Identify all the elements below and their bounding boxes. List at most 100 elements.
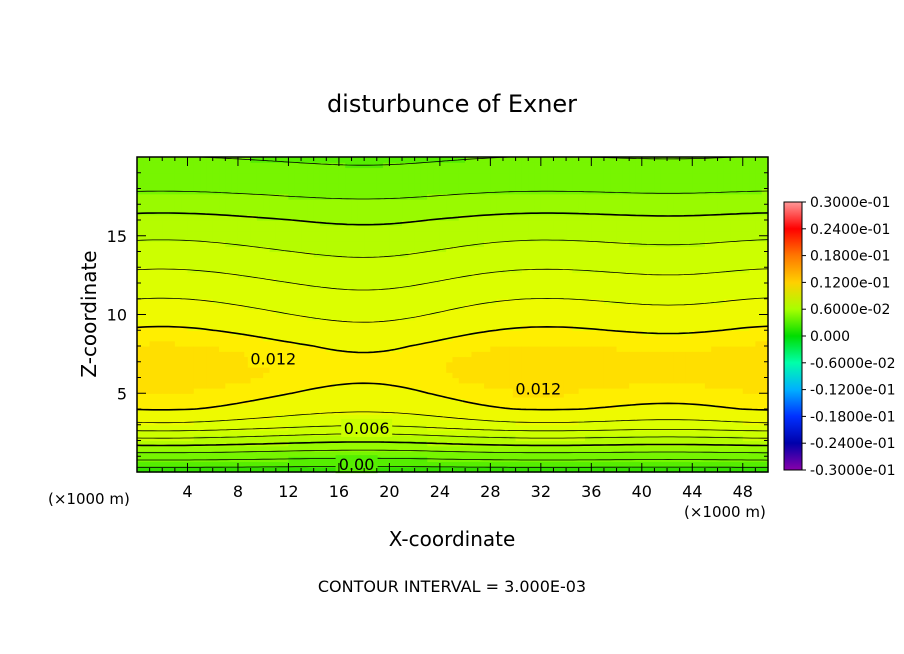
field-cell	[534, 220, 542, 226]
field-cell	[603, 277, 611, 284]
field-cell	[212, 262, 220, 268]
field-cell	[616, 419, 624, 426]
field-cell	[591, 456, 599, 463]
field-cell	[250, 256, 258, 263]
field-cell	[370, 445, 378, 452]
field-cell	[155, 172, 163, 179]
field-cell	[206, 267, 214, 274]
field-cell	[471, 445, 479, 452]
field-cell	[509, 157, 517, 163]
field-cell	[288, 272, 296, 279]
field-cell	[502, 330, 510, 337]
field-cell	[263, 409, 271, 415]
field-cell	[528, 293, 536, 300]
field-cell	[187, 304, 195, 310]
field-cell	[200, 267, 208, 274]
field-cell	[578, 456, 586, 463]
field-cell	[294, 204, 302, 211]
field-cell	[263, 272, 271, 279]
field-cell	[143, 346, 151, 352]
field-cell	[288, 167, 296, 174]
field-cell	[345, 298, 353, 305]
field-cell	[231, 246, 239, 253]
field-cell	[635, 235, 643, 242]
field-cell	[566, 220, 573, 226]
field-cell	[427, 162, 435, 169]
field-cell	[231, 283, 239, 289]
field-cell	[591, 309, 599, 316]
field-cell	[389, 277, 397, 284]
field-cell	[660, 440, 668, 447]
field-cell	[155, 288, 163, 295]
field-cell	[534, 414, 542, 421]
field-cell	[370, 414, 378, 421]
field-cell	[578, 330, 586, 337]
field-cell	[521, 372, 529, 379]
field-cell	[547, 325, 555, 331]
field-cell	[137, 288, 144, 295]
field-cell	[439, 335, 447, 342]
field-cell	[572, 256, 580, 263]
field-cell	[269, 241, 277, 247]
field-cell	[326, 277, 334, 284]
field-cell	[540, 183, 548, 190]
field-cell	[597, 351, 605, 358]
field-cell	[319, 204, 327, 211]
field-cell	[155, 262, 163, 268]
field-cell	[553, 325, 561, 331]
field-cell	[635, 461, 643, 468]
field-cell	[389, 183, 397, 190]
field-cell	[326, 256, 334, 263]
field-cell	[143, 193, 151, 200]
field-cell	[181, 225, 189, 232]
field-cell	[269, 157, 277, 163]
field-cell	[269, 445, 277, 452]
field-cell	[206, 445, 214, 452]
field-cell	[439, 382, 447, 389]
field-cell	[471, 172, 479, 179]
field-cell	[603, 230, 611, 237]
field-cell	[193, 283, 201, 289]
field-cell	[446, 262, 454, 268]
field-cell	[212, 225, 220, 232]
field-cell	[534, 325, 542, 331]
field-cell	[282, 304, 290, 310]
field-cell	[458, 251, 466, 258]
field-cell	[137, 388, 144, 394]
field-cell	[206, 283, 214, 289]
field-cell	[370, 377, 378, 384]
field-cell	[269, 388, 277, 394]
field-cell	[181, 414, 189, 421]
field-cell	[149, 356, 157, 363]
field-cell	[641, 214, 649, 221]
field-cell	[162, 330, 170, 337]
field-cell	[534, 367, 542, 373]
field-cell	[187, 377, 195, 384]
field-cell	[301, 183, 308, 190]
field-cell	[389, 461, 397, 468]
field-cell	[502, 162, 510, 169]
field-cell	[244, 225, 252, 232]
field-cell	[566, 367, 573, 373]
field-cell	[496, 398, 504, 405]
field-cell	[206, 456, 214, 463]
field-cell	[256, 272, 264, 279]
field-cell	[338, 178, 346, 184]
field-cell	[212, 456, 220, 463]
field-cell	[540, 409, 548, 415]
field-cell	[490, 293, 498, 300]
field-cell	[597, 172, 605, 179]
field-cell	[307, 403, 315, 410]
field-cell	[591, 235, 599, 242]
field-cell	[250, 251, 258, 258]
field-cell	[654, 314, 662, 321]
field-cell	[319, 209, 327, 216]
field-cell	[275, 325, 283, 331]
field-cell	[250, 283, 258, 289]
field-cell	[313, 209, 321, 216]
field-cell	[528, 251, 536, 258]
field-cell	[212, 319, 220, 326]
field-cell	[219, 377, 226, 384]
field-cell	[490, 204, 498, 211]
field-cell	[212, 183, 220, 190]
